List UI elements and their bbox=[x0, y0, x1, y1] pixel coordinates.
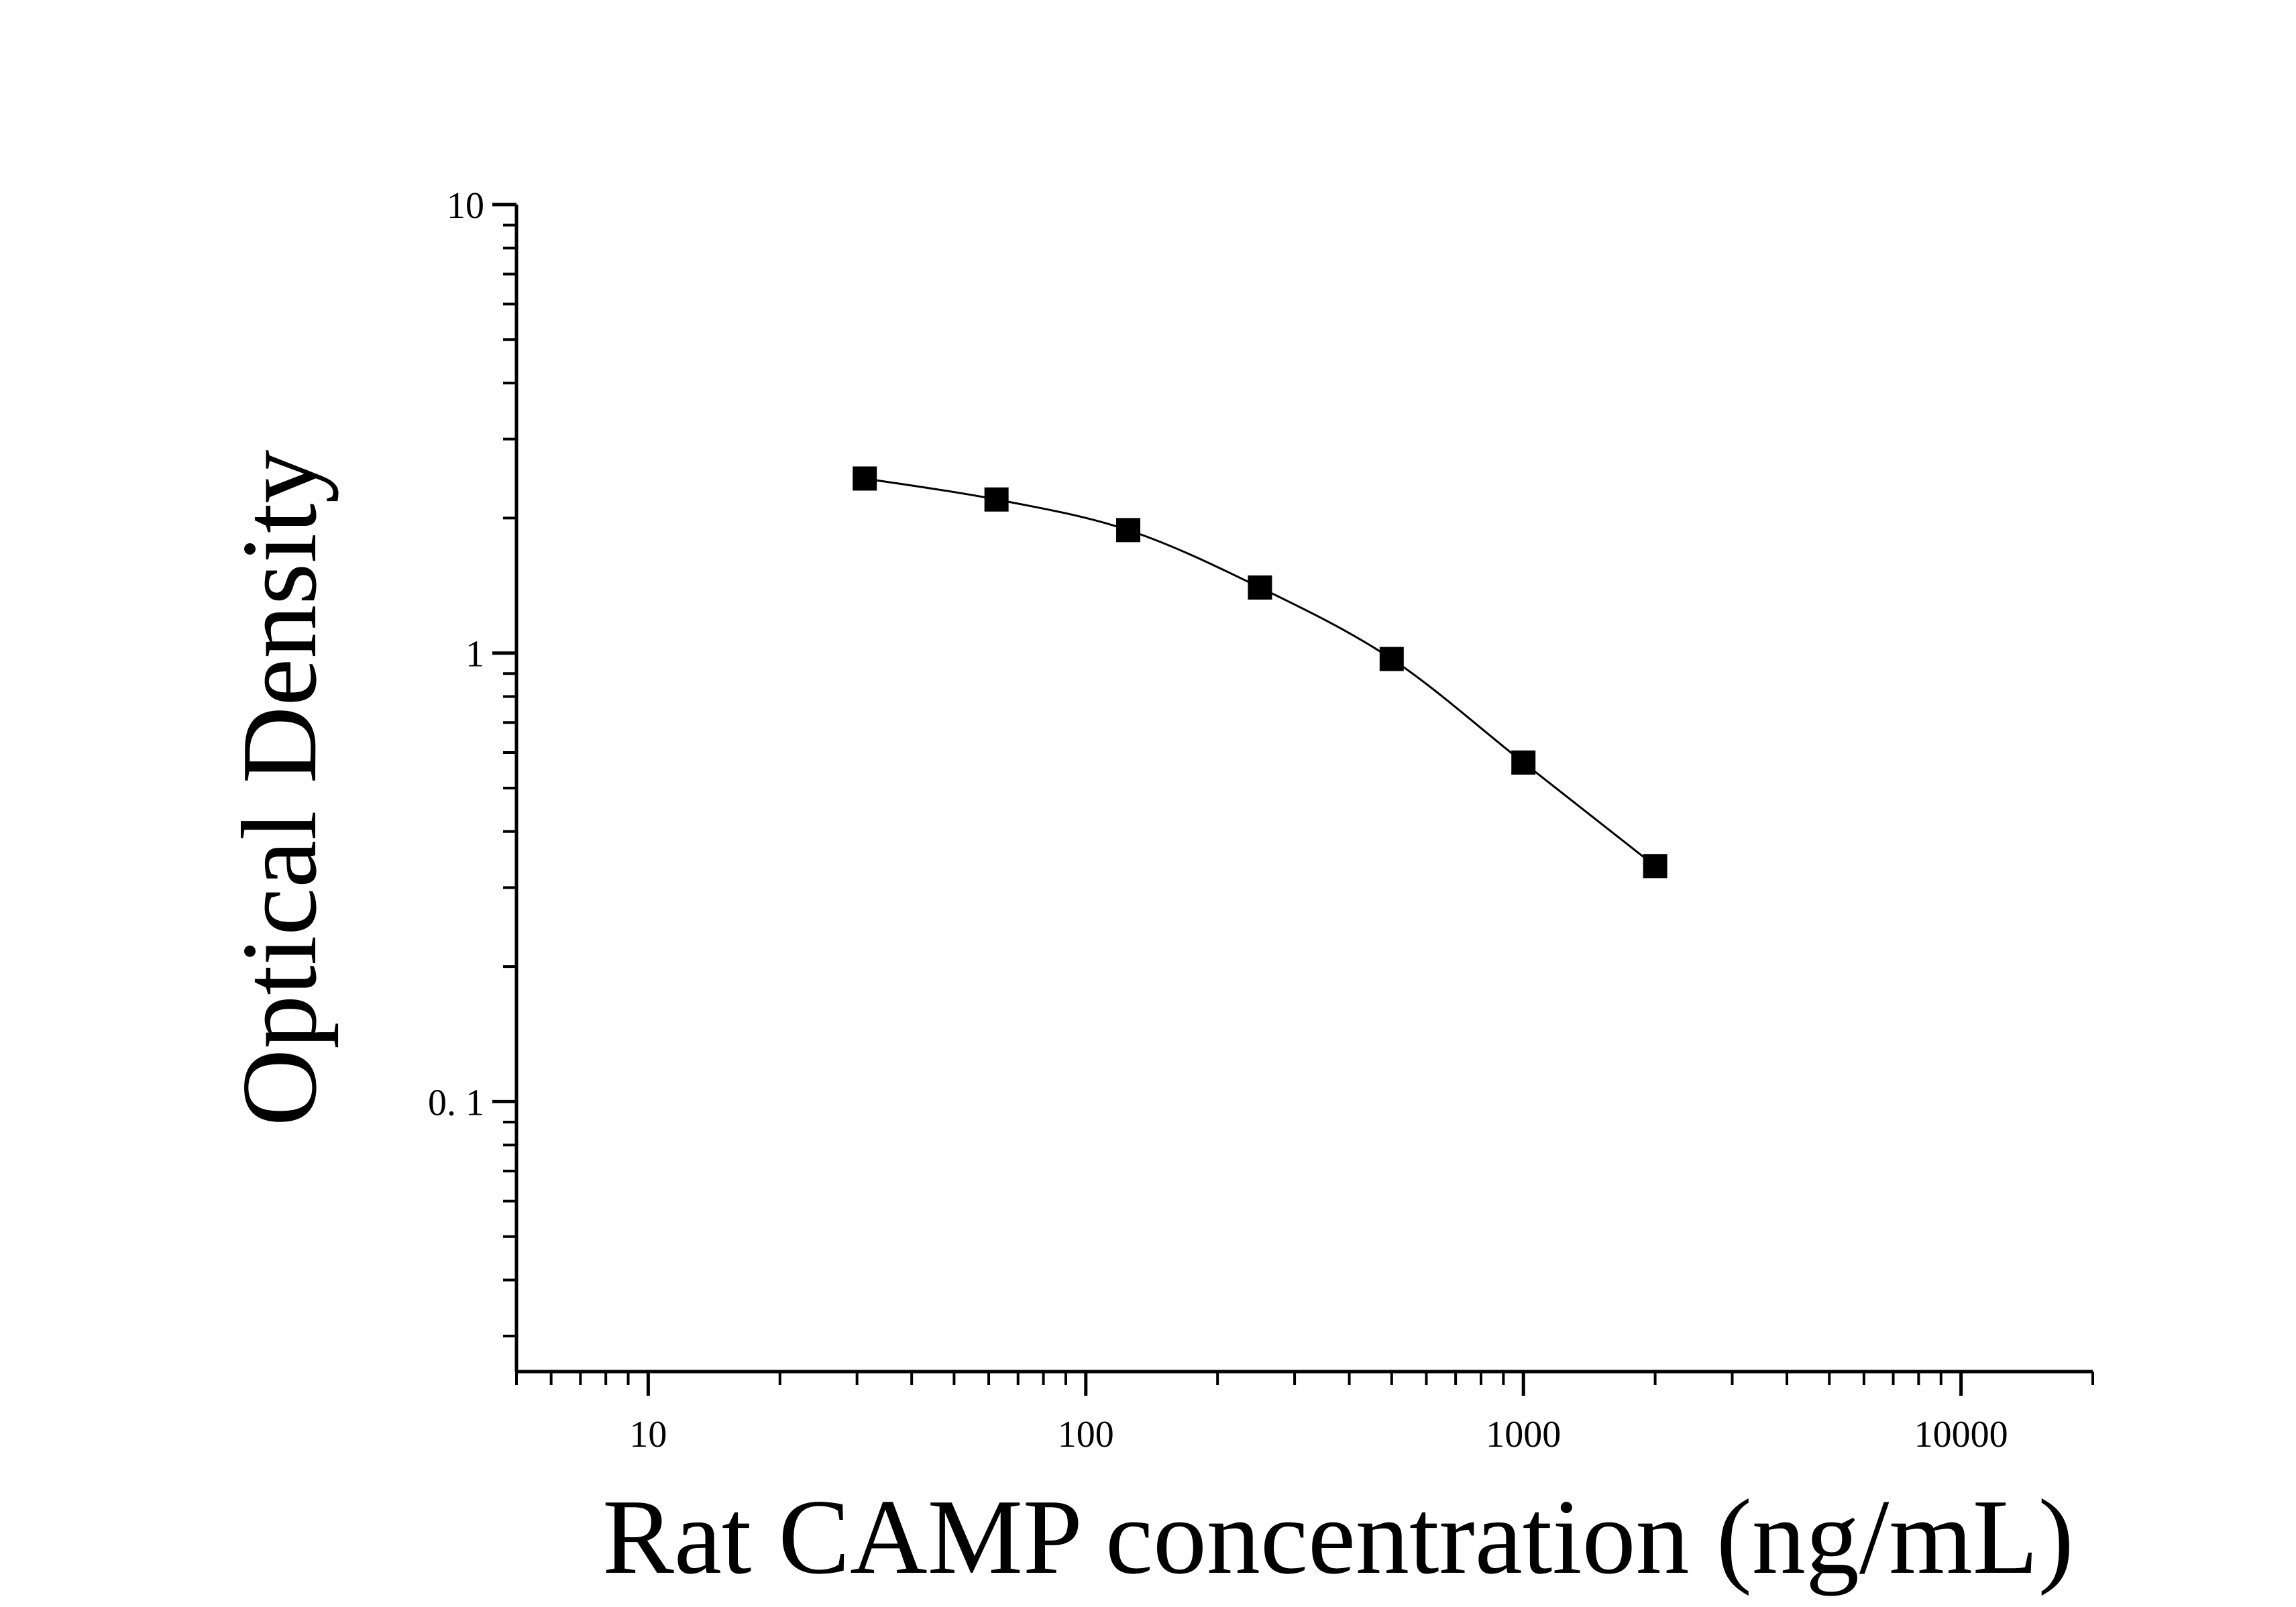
axes-layer bbox=[514, 205, 2093, 1374]
x-tick-label: 10000 bbox=[1914, 1414, 2008, 1455]
fit-curve-layer bbox=[865, 477, 1656, 867]
y-tick-label: 0. 1 bbox=[428, 1082, 484, 1123]
data-point bbox=[1379, 647, 1404, 671]
fit-curve-line bbox=[865, 477, 1656, 867]
x-ticks-layer: 10 100 1000 10000 bbox=[515, 1372, 2094, 1455]
data-point bbox=[1248, 575, 1272, 600]
x-tick-label: 10 bbox=[629, 1414, 667, 1455]
x-tick-label: 1000 bbox=[1486, 1414, 1561, 1455]
data-point bbox=[1511, 750, 1536, 775]
x-axis-title: Rat CAMP concentration (ng/mL) bbox=[602, 1477, 2074, 1596]
data-point bbox=[1116, 518, 1141, 543]
data-point bbox=[853, 466, 877, 491]
data-points-layer bbox=[853, 466, 1668, 879]
y-axis-title: Optical Density bbox=[219, 450, 339, 1127]
data-point bbox=[984, 487, 1009, 512]
y-ticks-layer: 0. 1 1 10 bbox=[428, 185, 516, 1338]
x-tick-label: 100 bbox=[1058, 1414, 1114, 1455]
y-tick-label: 10 bbox=[447, 185, 484, 227]
data-point bbox=[1643, 854, 1668, 879]
y-tick-label: 1 bbox=[466, 634, 484, 675]
